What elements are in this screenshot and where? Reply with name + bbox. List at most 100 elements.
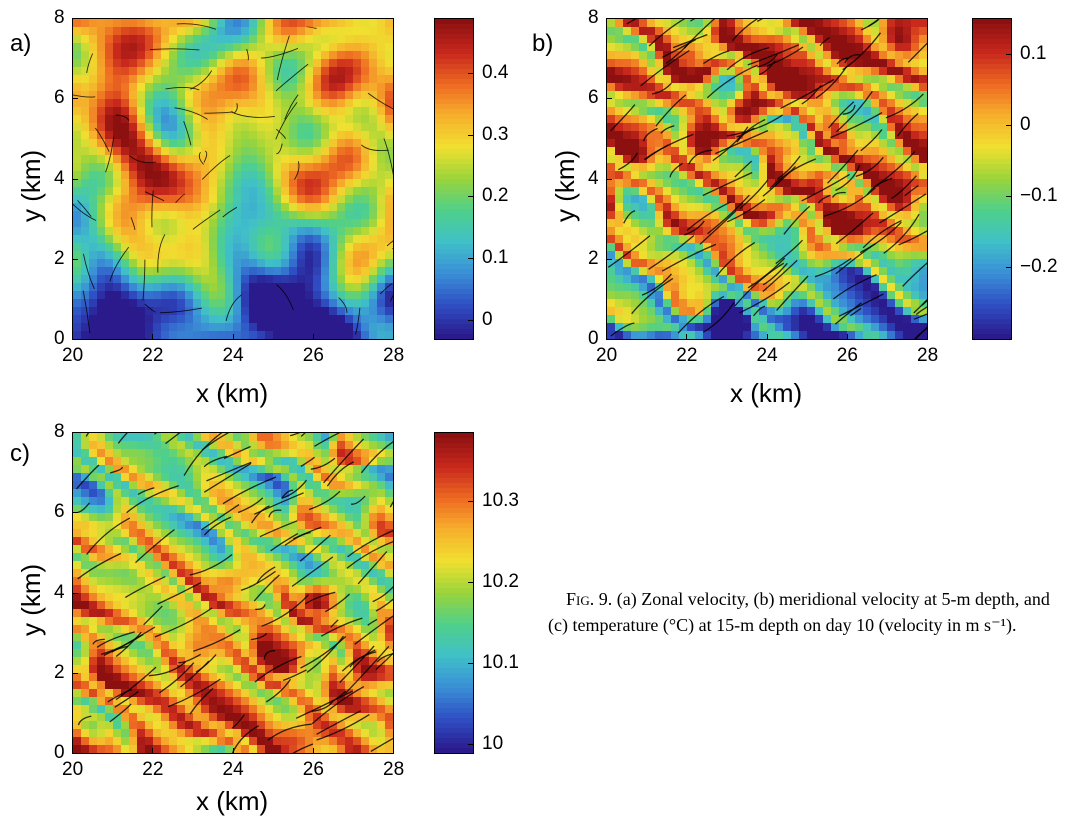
field-cell [169,291,178,300]
field-cell [783,259,792,268]
field-cell [297,299,306,308]
field-cell [345,537,354,546]
field-cell [177,665,186,674]
field-cell [369,331,378,339]
field-cell [209,673,218,682]
colorbar-step [973,164,1013,170]
field-cell [743,35,752,44]
field-cell [273,67,282,76]
field-cell [895,267,904,276]
field-cell [185,139,194,148]
field-cell [257,641,266,650]
field-cell [241,673,250,682]
field-cell [137,131,146,140]
field-cell [113,195,122,204]
field-cell [297,673,306,682]
field-cell [735,107,744,116]
field-cell [329,585,338,594]
panel-label-a: a) [10,30,32,57]
field-cell [871,251,880,260]
field-cell [145,601,154,610]
field-cell [361,593,370,602]
field-cell [129,497,138,506]
field-cell [121,489,130,498]
field-cell [759,283,768,292]
field-cell [129,537,138,546]
field-cell [217,561,226,570]
field-cell [241,283,250,292]
field-cell [273,155,282,164]
field-cell [751,235,760,244]
field-cell [847,211,856,220]
field-cell [719,67,728,76]
field-cell [719,307,728,316]
contour-line [726,198,766,223]
field-cell [129,625,138,634]
field-cell [369,67,378,76]
contour-line [855,156,884,178]
colorbar-step [973,174,1013,180]
field-cell [799,83,808,92]
field-cell [639,91,648,100]
field-cell [81,75,90,84]
field-cell [911,323,920,332]
field-cell [377,59,386,68]
field-cell [289,481,298,490]
field-cell [137,609,146,618]
field-cell [639,275,648,284]
field-cell [177,449,186,458]
field-cell [201,243,210,252]
field-cell [361,267,370,276]
field-cell [137,665,146,674]
field-cell [81,195,90,204]
field-cell [631,187,640,196]
field-cell [329,449,338,458]
field-cell [281,673,290,682]
field-cell [321,187,330,196]
field-cell [783,315,792,324]
field-cell [855,187,864,196]
field-cell [329,489,338,498]
field-cell [767,147,776,156]
field-cell [615,131,624,140]
field-cell [337,585,346,594]
field-cell [775,107,784,116]
field-cell [313,123,322,132]
field-cell [353,489,362,498]
field-cell [831,115,840,124]
field-cell [735,243,744,252]
field-cell [679,27,688,36]
field-cell [233,51,242,60]
field-cell [695,299,704,308]
field-cell [257,243,266,252]
field-cell [759,331,768,339]
field-cell [369,593,378,602]
field-cell [281,195,290,204]
field-cell [329,107,338,116]
field-cell [671,251,680,260]
field-cell [217,665,226,674]
field-cell [281,131,290,140]
field-cell [385,75,393,84]
field-cell [647,219,656,228]
field-cell [623,115,632,124]
field-cell [791,195,800,204]
field-cell [249,649,258,658]
field-cell [177,513,186,522]
field-cell [81,203,90,212]
field-cell [807,187,816,196]
field-cell [647,59,656,68]
field-cell [663,267,672,276]
field-cell [361,441,370,450]
field-cell [265,465,274,474]
field-cell [129,449,138,458]
field-cell [623,171,632,180]
field-cell [257,259,266,268]
field-cell [807,227,816,236]
field-cell [687,275,696,284]
field-cell [193,315,202,324]
field-cell [305,545,314,554]
field-cell [89,315,98,324]
field-cell [145,569,154,578]
field-cell [631,195,640,204]
